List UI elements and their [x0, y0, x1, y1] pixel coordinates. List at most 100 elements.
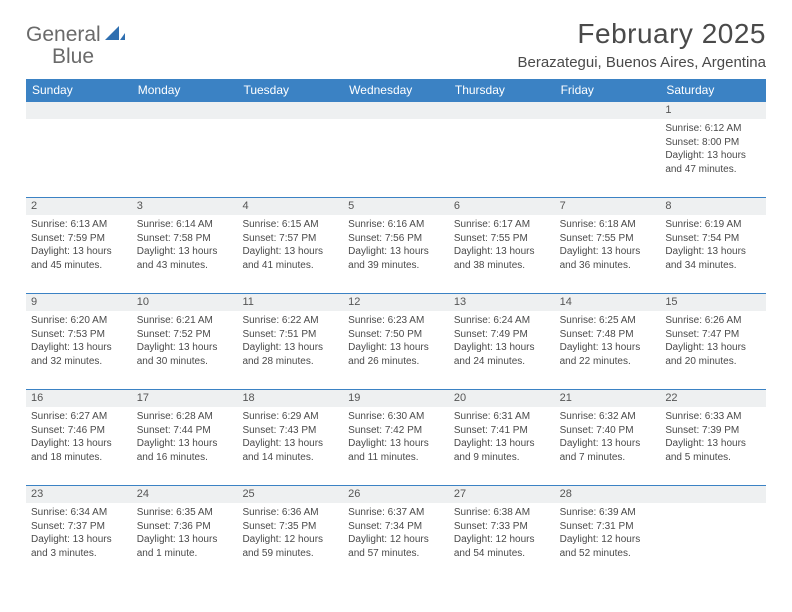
daylight-text: Daylight: 13 hours and 45 minutes.: [31, 245, 127, 272]
day-cell: Sunrise: 6:29 AMSunset: 7:43 PMDaylight:…: [237, 407, 343, 485]
sunrise-text: Sunrise: 6:33 AM: [665, 410, 761, 424]
sunrise-text: Sunrise: 6:25 AM: [560, 314, 656, 328]
daylight-text: Daylight: 13 hours and 36 minutes.: [560, 245, 656, 272]
sunset-text: Sunset: 7:50 PM: [348, 328, 444, 342]
daynum-row: 2345678: [26, 197, 766, 215]
daynum-row: 16171819202122: [26, 389, 766, 407]
day-cell: [555, 119, 661, 197]
sunrise-text: Sunrise: 6:21 AM: [137, 314, 233, 328]
day-cell: Sunrise: 6:20 AMSunset: 7:53 PMDaylight:…: [26, 311, 132, 389]
daylight-text: Daylight: 13 hours and 32 minutes.: [31, 341, 127, 368]
sunset-text: Sunset: 7:40 PM: [560, 424, 656, 438]
dow-cell: Friday: [555, 79, 661, 101]
day-number: 5: [343, 198, 449, 215]
day-number: 20: [449, 390, 555, 407]
day-cell: Sunrise: 6:32 AMSunset: 7:40 PMDaylight:…: [555, 407, 661, 485]
week-row: Sunrise: 6:12 AMSunset: 8:00 PMDaylight:…: [26, 119, 766, 197]
day-cell: [132, 119, 238, 197]
sunset-text: Sunset: 7:55 PM: [560, 232, 656, 246]
page-header: General Blue February 2025 Berazategui, …: [26, 18, 766, 71]
day-cell: [449, 119, 555, 197]
day-number: 19: [343, 390, 449, 407]
dow-cell: Saturday: [660, 79, 766, 101]
day-cell: [660, 503, 766, 581]
day-cell: Sunrise: 6:26 AMSunset: 7:47 PMDaylight:…: [660, 311, 766, 389]
daylight-text: Daylight: 13 hours and 20 minutes.: [665, 341, 761, 368]
sunset-text: Sunset: 7:36 PM: [137, 520, 233, 534]
day-number: 10: [132, 294, 238, 311]
day-number: 23: [26, 486, 132, 503]
day-cell: Sunrise: 6:37 AMSunset: 7:34 PMDaylight:…: [343, 503, 449, 581]
day-number: 7: [555, 198, 661, 215]
sunset-text: Sunset: 7:46 PM: [31, 424, 127, 438]
sunrise-text: Sunrise: 6:38 AM: [454, 506, 550, 520]
sunrise-text: Sunrise: 6:15 AM: [242, 218, 338, 232]
week-row: Sunrise: 6:27 AMSunset: 7:46 PMDaylight:…: [26, 407, 766, 485]
sunrise-text: Sunrise: 6:17 AM: [454, 218, 550, 232]
day-number: 1: [660, 102, 766, 119]
sunrise-text: Sunrise: 6:23 AM: [348, 314, 444, 328]
sunrise-text: Sunrise: 6:30 AM: [348, 410, 444, 424]
daylight-text: Daylight: 13 hours and 9 minutes.: [454, 437, 550, 464]
day-cell: Sunrise: 6:21 AMSunset: 7:52 PMDaylight:…: [132, 311, 238, 389]
sunrise-text: Sunrise: 6:28 AM: [137, 410, 233, 424]
daylight-text: Daylight: 13 hours and 5 minutes.: [665, 437, 761, 464]
dow-cell: Sunday: [26, 79, 132, 101]
daylight-text: Daylight: 13 hours and 28 minutes.: [242, 341, 338, 368]
daylight-text: Daylight: 12 hours and 54 minutes.: [454, 533, 550, 560]
day-cell: Sunrise: 6:27 AMSunset: 7:46 PMDaylight:…: [26, 407, 132, 485]
day-cell: Sunrise: 6:16 AMSunset: 7:56 PMDaylight:…: [343, 215, 449, 293]
sunrise-text: Sunrise: 6:35 AM: [137, 506, 233, 520]
day-number: 4: [237, 198, 343, 215]
day-cell: [343, 119, 449, 197]
sunset-text: Sunset: 7:57 PM: [242, 232, 338, 246]
sunrise-text: Sunrise: 6:13 AM: [31, 218, 127, 232]
day-number: 15: [660, 294, 766, 311]
day-cell: Sunrise: 6:19 AMSunset: 7:54 PMDaylight:…: [660, 215, 766, 293]
day-number: [132, 102, 238, 119]
brand-part1: General: [26, 23, 101, 46]
sunrise-text: Sunrise: 6:31 AM: [454, 410, 550, 424]
sunset-text: Sunset: 7:31 PM: [560, 520, 656, 534]
day-cell: Sunrise: 6:31 AMSunset: 7:41 PMDaylight:…: [449, 407, 555, 485]
day-number: 22: [660, 390, 766, 407]
day-cell: Sunrise: 6:12 AMSunset: 8:00 PMDaylight:…: [660, 119, 766, 197]
sunset-text: Sunset: 7:58 PM: [137, 232, 233, 246]
sail-icon: [105, 25, 125, 46]
brand-logo: General Blue: [26, 18, 125, 68]
sunset-text: Sunset: 7:39 PM: [665, 424, 761, 438]
day-cell: Sunrise: 6:38 AMSunset: 7:33 PMDaylight:…: [449, 503, 555, 581]
day-number: 12: [343, 294, 449, 311]
sunset-text: Sunset: 7:44 PM: [137, 424, 233, 438]
day-number: [449, 102, 555, 119]
day-cell: Sunrise: 6:35 AMSunset: 7:36 PMDaylight:…: [132, 503, 238, 581]
daylight-text: Daylight: 13 hours and 11 minutes.: [348, 437, 444, 464]
sunset-text: Sunset: 7:52 PM: [137, 328, 233, 342]
sunrise-text: Sunrise: 6:27 AM: [31, 410, 127, 424]
day-number: 21: [555, 390, 661, 407]
day-cell: Sunrise: 6:13 AMSunset: 7:59 PMDaylight:…: [26, 215, 132, 293]
day-cell: Sunrise: 6:18 AMSunset: 7:55 PMDaylight:…: [555, 215, 661, 293]
daylight-text: Daylight: 13 hours and 38 minutes.: [454, 245, 550, 272]
day-number: 3: [132, 198, 238, 215]
calendar-grid: Sunday Monday Tuesday Wednesday Thursday…: [26, 79, 766, 581]
day-number: 6: [449, 198, 555, 215]
day-number: 14: [555, 294, 661, 311]
daylight-text: Daylight: 13 hours and 47 minutes.: [665, 149, 761, 176]
sunset-text: Sunset: 7:47 PM: [665, 328, 761, 342]
day-number: [660, 486, 766, 503]
daynum-row: 9101112131415: [26, 293, 766, 311]
daylight-text: Daylight: 13 hours and 7 minutes.: [560, 437, 656, 464]
sunrise-text: Sunrise: 6:14 AM: [137, 218, 233, 232]
brand-text: General Blue: [26, 24, 125, 68]
daynum-row: 1: [26, 101, 766, 119]
sunrise-text: Sunrise: 6:32 AM: [560, 410, 656, 424]
sunset-text: Sunset: 7:54 PM: [665, 232, 761, 246]
day-number: [26, 102, 132, 119]
daylight-text: Daylight: 13 hours and 18 minutes.: [31, 437, 127, 464]
dow-cell: Tuesday: [237, 79, 343, 101]
week-row: Sunrise: 6:20 AMSunset: 7:53 PMDaylight:…: [26, 311, 766, 389]
day-cell: Sunrise: 6:15 AMSunset: 7:57 PMDaylight:…: [237, 215, 343, 293]
daylight-text: Daylight: 13 hours and 14 minutes.: [242, 437, 338, 464]
sunset-text: Sunset: 7:41 PM: [454, 424, 550, 438]
